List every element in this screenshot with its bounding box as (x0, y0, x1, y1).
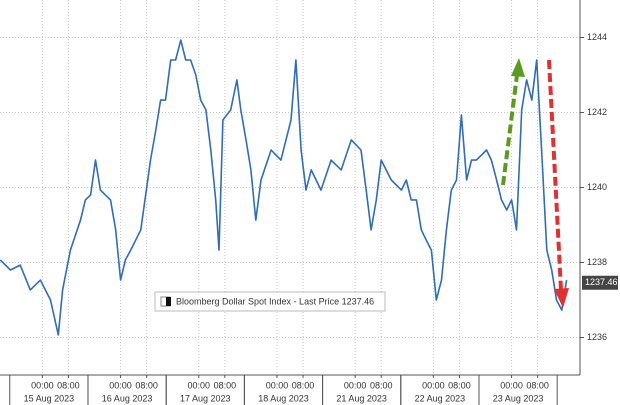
date-label: 22 Aug 2023 (415, 393, 466, 403)
x-tick-label: 00:00 (344, 380, 367, 390)
date-label: 17 Aug 2023 (180, 393, 231, 403)
x-tick-label: 08:00 (448, 380, 471, 390)
x-tick-label: 00:00 (31, 380, 54, 390)
y-tick-label: 1242 (587, 107, 607, 117)
date-label: 21 Aug 2023 (336, 393, 387, 403)
date-label: 23 Aug 2023 (493, 393, 544, 403)
x-tick-label: 00:00 (187, 380, 210, 390)
x-tick-label: 08:00 (214, 380, 237, 390)
x-tick-label: 00:00 (500, 380, 523, 390)
down-arrow (547, 59, 569, 308)
x-tick-label: 08:00 (526, 380, 549, 390)
y-tick-label: 1244 (587, 32, 607, 42)
y-tick-label: 1238 (587, 257, 607, 267)
y-tick-label: 1240 (587, 182, 607, 192)
last-price-label: 1237.46 (585, 277, 618, 287)
grid (0, 0, 580, 375)
y-tick-label: 1236 (587, 332, 607, 342)
up-arrow (501, 58, 525, 186)
price-line (0, 39, 568, 336)
x-tick-label: 08:00 (292, 380, 315, 390)
last-price-box (582, 275, 618, 290)
legend: Bloomberg Dollar Spot Index - Last Price… (154, 291, 386, 312)
x-tick-label: 08:00 (135, 380, 158, 390)
date-label: 16 Aug 2023 (102, 393, 153, 403)
plot (0, 39, 568, 336)
x-tick-label: 08:00 (57, 380, 80, 390)
x-tick-label: 08:00 (370, 380, 393, 390)
x-tick-label: 00:00 (266, 380, 289, 390)
x-tick-label: 00:00 (109, 380, 132, 390)
date-label: 18 Aug 2023 (258, 393, 309, 403)
legend-label: Bloomberg Dollar Spot Index - Last Price… (176, 296, 374, 306)
x-tick-label: 00:00 (422, 380, 445, 390)
date-label: 15 Aug 2023 (24, 393, 75, 403)
